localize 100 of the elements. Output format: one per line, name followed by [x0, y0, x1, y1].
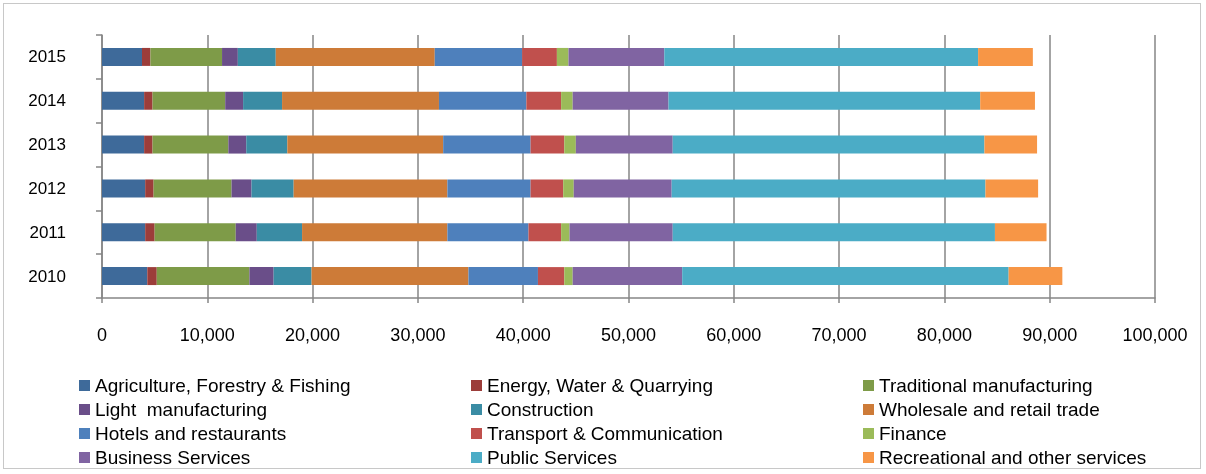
bar [145, 223, 155, 242]
y-tick-label: 2011 [29, 222, 66, 242]
bar [231, 179, 252, 198]
bar [153, 179, 232, 198]
bar [978, 47, 1033, 66]
bar [528, 223, 562, 242]
y-tick-label: 2012 [28, 178, 66, 198]
legend-label: Hotels and restaurants [95, 423, 287, 444]
x-tick-label: 100,000 [1122, 325, 1188, 345]
bar [468, 267, 538, 286]
bar [526, 91, 562, 110]
bar [282, 91, 439, 110]
bar [102, 267, 148, 286]
bar [102, 179, 146, 198]
bar [102, 223, 146, 242]
bar [152, 91, 226, 110]
bar [672, 223, 995, 242]
bar [142, 47, 151, 66]
legend-label: Light manufacturing [95, 399, 268, 420]
bar [273, 267, 312, 286]
bar [275, 47, 435, 66]
bar [671, 179, 986, 198]
bar [287, 135, 444, 154]
x-tick-label: 90,000 [1022, 325, 1078, 345]
bar [572, 91, 669, 110]
y-tick-label: 2010 [28, 266, 66, 286]
bar [243, 91, 283, 110]
legend-label: Business Services [95, 447, 251, 468]
bar [222, 47, 238, 66]
bar [102, 135, 145, 154]
legend-label: Traditional manufacturing [879, 375, 1093, 396]
bar [237, 47, 276, 66]
bar [1008, 267, 1063, 286]
bar [447, 179, 531, 198]
bar [664, 47, 979, 66]
bar [530, 135, 565, 154]
bar [561, 223, 570, 242]
x-tick-label: 60,000 [706, 325, 762, 345]
bar [438, 91, 527, 110]
bar [228, 135, 247, 154]
bar [561, 91, 573, 110]
bar [147, 267, 157, 286]
bar [994, 223, 1047, 242]
bar [102, 47, 143, 66]
bar [256, 223, 303, 242]
bar [246, 135, 288, 154]
bar [564, 135, 576, 154]
bar [568, 47, 665, 66]
bar [443, 135, 531, 154]
bar [152, 135, 229, 154]
bar [302, 223, 448, 242]
bar [569, 223, 673, 242]
x-tick-label: 50,000 [600, 325, 657, 345]
bar [556, 47, 569, 66]
bar [251, 179, 294, 198]
bar [564, 267, 573, 286]
bar [144, 91, 153, 110]
bar [249, 267, 274, 286]
bar [235, 223, 257, 242]
x-tick-label: 30,000 [390, 325, 446, 345]
bar [293, 179, 448, 198]
bar [311, 267, 469, 286]
legend-label: Wholesale and retail trade [879, 399, 1100, 420]
bar [682, 267, 1009, 286]
bar [156, 267, 250, 286]
bar [102, 91, 145, 110]
y-tick-label: 2015 [28, 47, 66, 67]
x-tick-label: 10,000 [179, 325, 235, 345]
legend-label: Energy, Water & Quarrying [487, 375, 713, 396]
bar [980, 91, 1035, 110]
y-tick-label: 2013 [28, 135, 66, 155]
bar [672, 135, 985, 154]
bar [434, 47, 523, 66]
bar [668, 91, 981, 110]
x-tick-label: 80,000 [916, 325, 972, 345]
legend-label: Public Services [487, 447, 617, 468]
x-tick-label: 40,000 [495, 325, 551, 345]
bar [144, 135, 153, 154]
bar [985, 179, 1039, 198]
bar [563, 179, 574, 198]
x-tick-label: 20,000 [285, 325, 341, 345]
bar [573, 179, 672, 198]
legend-label: Construction [487, 399, 594, 420]
bar [154, 223, 236, 242]
legend-label: Agriculture, Forestry & Fishing [95, 375, 351, 396]
bar [145, 179, 154, 198]
bar [575, 135, 673, 154]
bar [447, 223, 529, 242]
bar [150, 47, 223, 66]
x-tick-label: 0 [96, 325, 108, 345]
y-tick-label: 2014 [28, 91, 66, 111]
bar [225, 91, 244, 110]
legend-label: Transport & Communication [487, 423, 723, 444]
x-tick-label: 70,000 [811, 325, 867, 345]
bar [530, 179, 564, 198]
legend-label: Recreational and other services [879, 447, 1147, 468]
bar [537, 267, 565, 286]
bar [984, 135, 1038, 154]
legend-label: Finance [879, 423, 947, 444]
bar [572, 267, 683, 286]
